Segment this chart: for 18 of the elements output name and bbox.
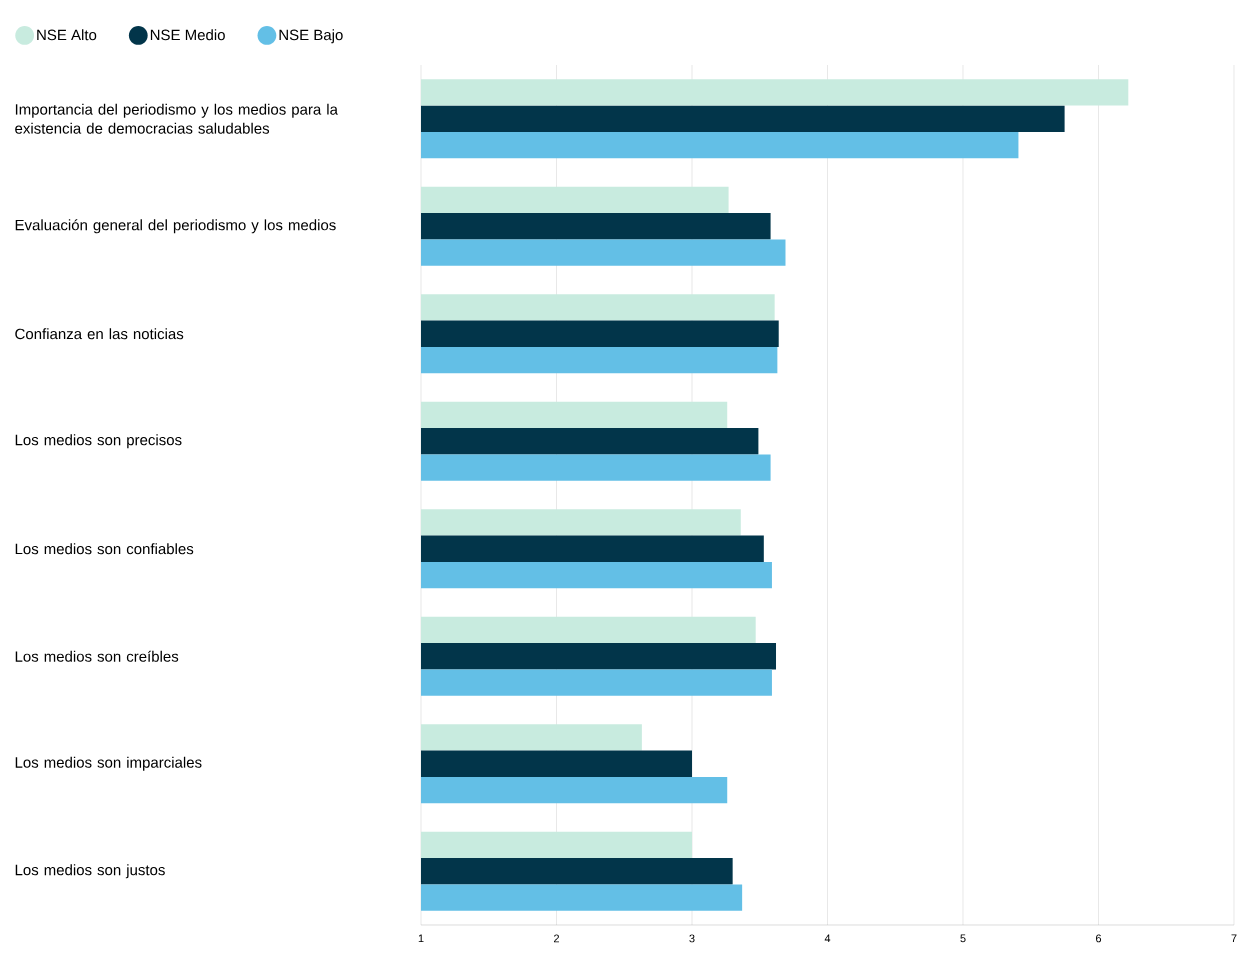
x-tick-label: 5 [960, 934, 966, 943]
y-tick-label: Evaluación general del periodismo y los medios [15, 219, 336, 234]
x-tick-label: 2 [553, 934, 560, 943]
x-tick-label: 3 [689, 934, 695, 943]
legend-label: NSE Alto [37, 29, 97, 41]
y-tick-label: Los medios son imparciales [15, 756, 202, 771]
x-tick-label: 4 [824, 934, 831, 943]
x-tick-label: 1 [418, 934, 424, 943]
y-tick-label: Los medios son justos [15, 864, 165, 879]
y-tick-label: Los medios son creíbles [15, 650, 179, 662]
x-tick-label: 7 [1231, 934, 1237, 943]
y-tick-label: Importancia del periodismo y los medios para la existencia de democracias saludables [15, 103, 338, 134]
legend-label: NSE Bajo [279, 29, 343, 44]
x-tick-label: 6 [1096, 934, 1102, 943]
y-tick-label: Confianza en las noticias [15, 328, 184, 340]
y-tick-label: Los medios son confiables [15, 543, 194, 555]
y-tick-label: Los medios son precisos [15, 434, 182, 449]
legend-label: NSE Medio [150, 29, 225, 41]
